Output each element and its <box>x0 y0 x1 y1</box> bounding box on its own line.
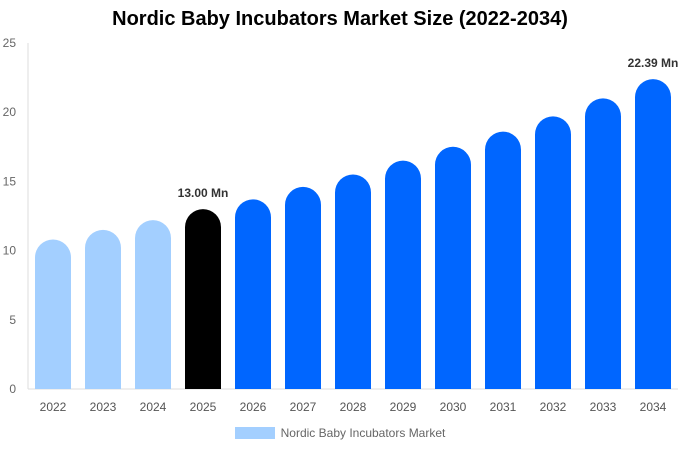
bar-2034 <box>635 79 671 389</box>
x-tick-label: 2024 <box>140 400 167 414</box>
legend: Nordic Baby Incubators Market <box>0 426 680 440</box>
y-tick-label: 10 <box>3 244 17 258</box>
x-tick-label: 2025 <box>190 400 217 414</box>
bar-2026 <box>235 199 271 389</box>
bar-2030 <box>435 146 471 389</box>
x-tick-label: 2026 <box>240 400 267 414</box>
x-tick-label: 2028 <box>340 400 367 414</box>
bar-2027 <box>285 186 321 389</box>
legend-label: Nordic Baby Incubators Market <box>280 426 446 440</box>
bar-2033 <box>585 98 621 390</box>
y-tick-label: 25 <box>3 36 17 50</box>
bar-2032 <box>535 116 571 390</box>
chart-title: Nordic Baby Incubators Market Size (2022… <box>112 8 568 30</box>
bar-2031 <box>485 131 521 390</box>
legend-swatch <box>234 427 275 439</box>
y-tick-label: 20 <box>3 105 17 119</box>
bar-2029 <box>385 160 421 389</box>
bar-2025 <box>185 209 221 389</box>
x-tick-label: 2029 <box>390 400 417 414</box>
x-tick-label: 2033 <box>590 400 617 414</box>
x-tick-label: 2030 <box>440 400 467 414</box>
x-tick-label: 2027 <box>290 400 317 414</box>
y-tick-label: 15 <box>3 174 17 188</box>
x-tick-label: 2034 <box>640 400 667 414</box>
bar-2022 <box>35 239 71 389</box>
bar-2024 <box>135 220 171 389</box>
data-label: 13.00 Mn <box>178 186 229 200</box>
bar-2028 <box>335 174 371 389</box>
x-tick-label: 2031 <box>490 400 517 414</box>
y-tick-label: 5 <box>9 313 16 327</box>
x-tick-label: 2022 <box>40 400 67 414</box>
x-tick-label: 2023 <box>90 400 117 414</box>
data-label: 22.39 Mn <box>628 56 679 70</box>
y-tick-label: 0 <box>9 382 16 396</box>
x-tick-label: 2032 <box>540 400 567 414</box>
bar-2023 <box>85 229 121 389</box>
